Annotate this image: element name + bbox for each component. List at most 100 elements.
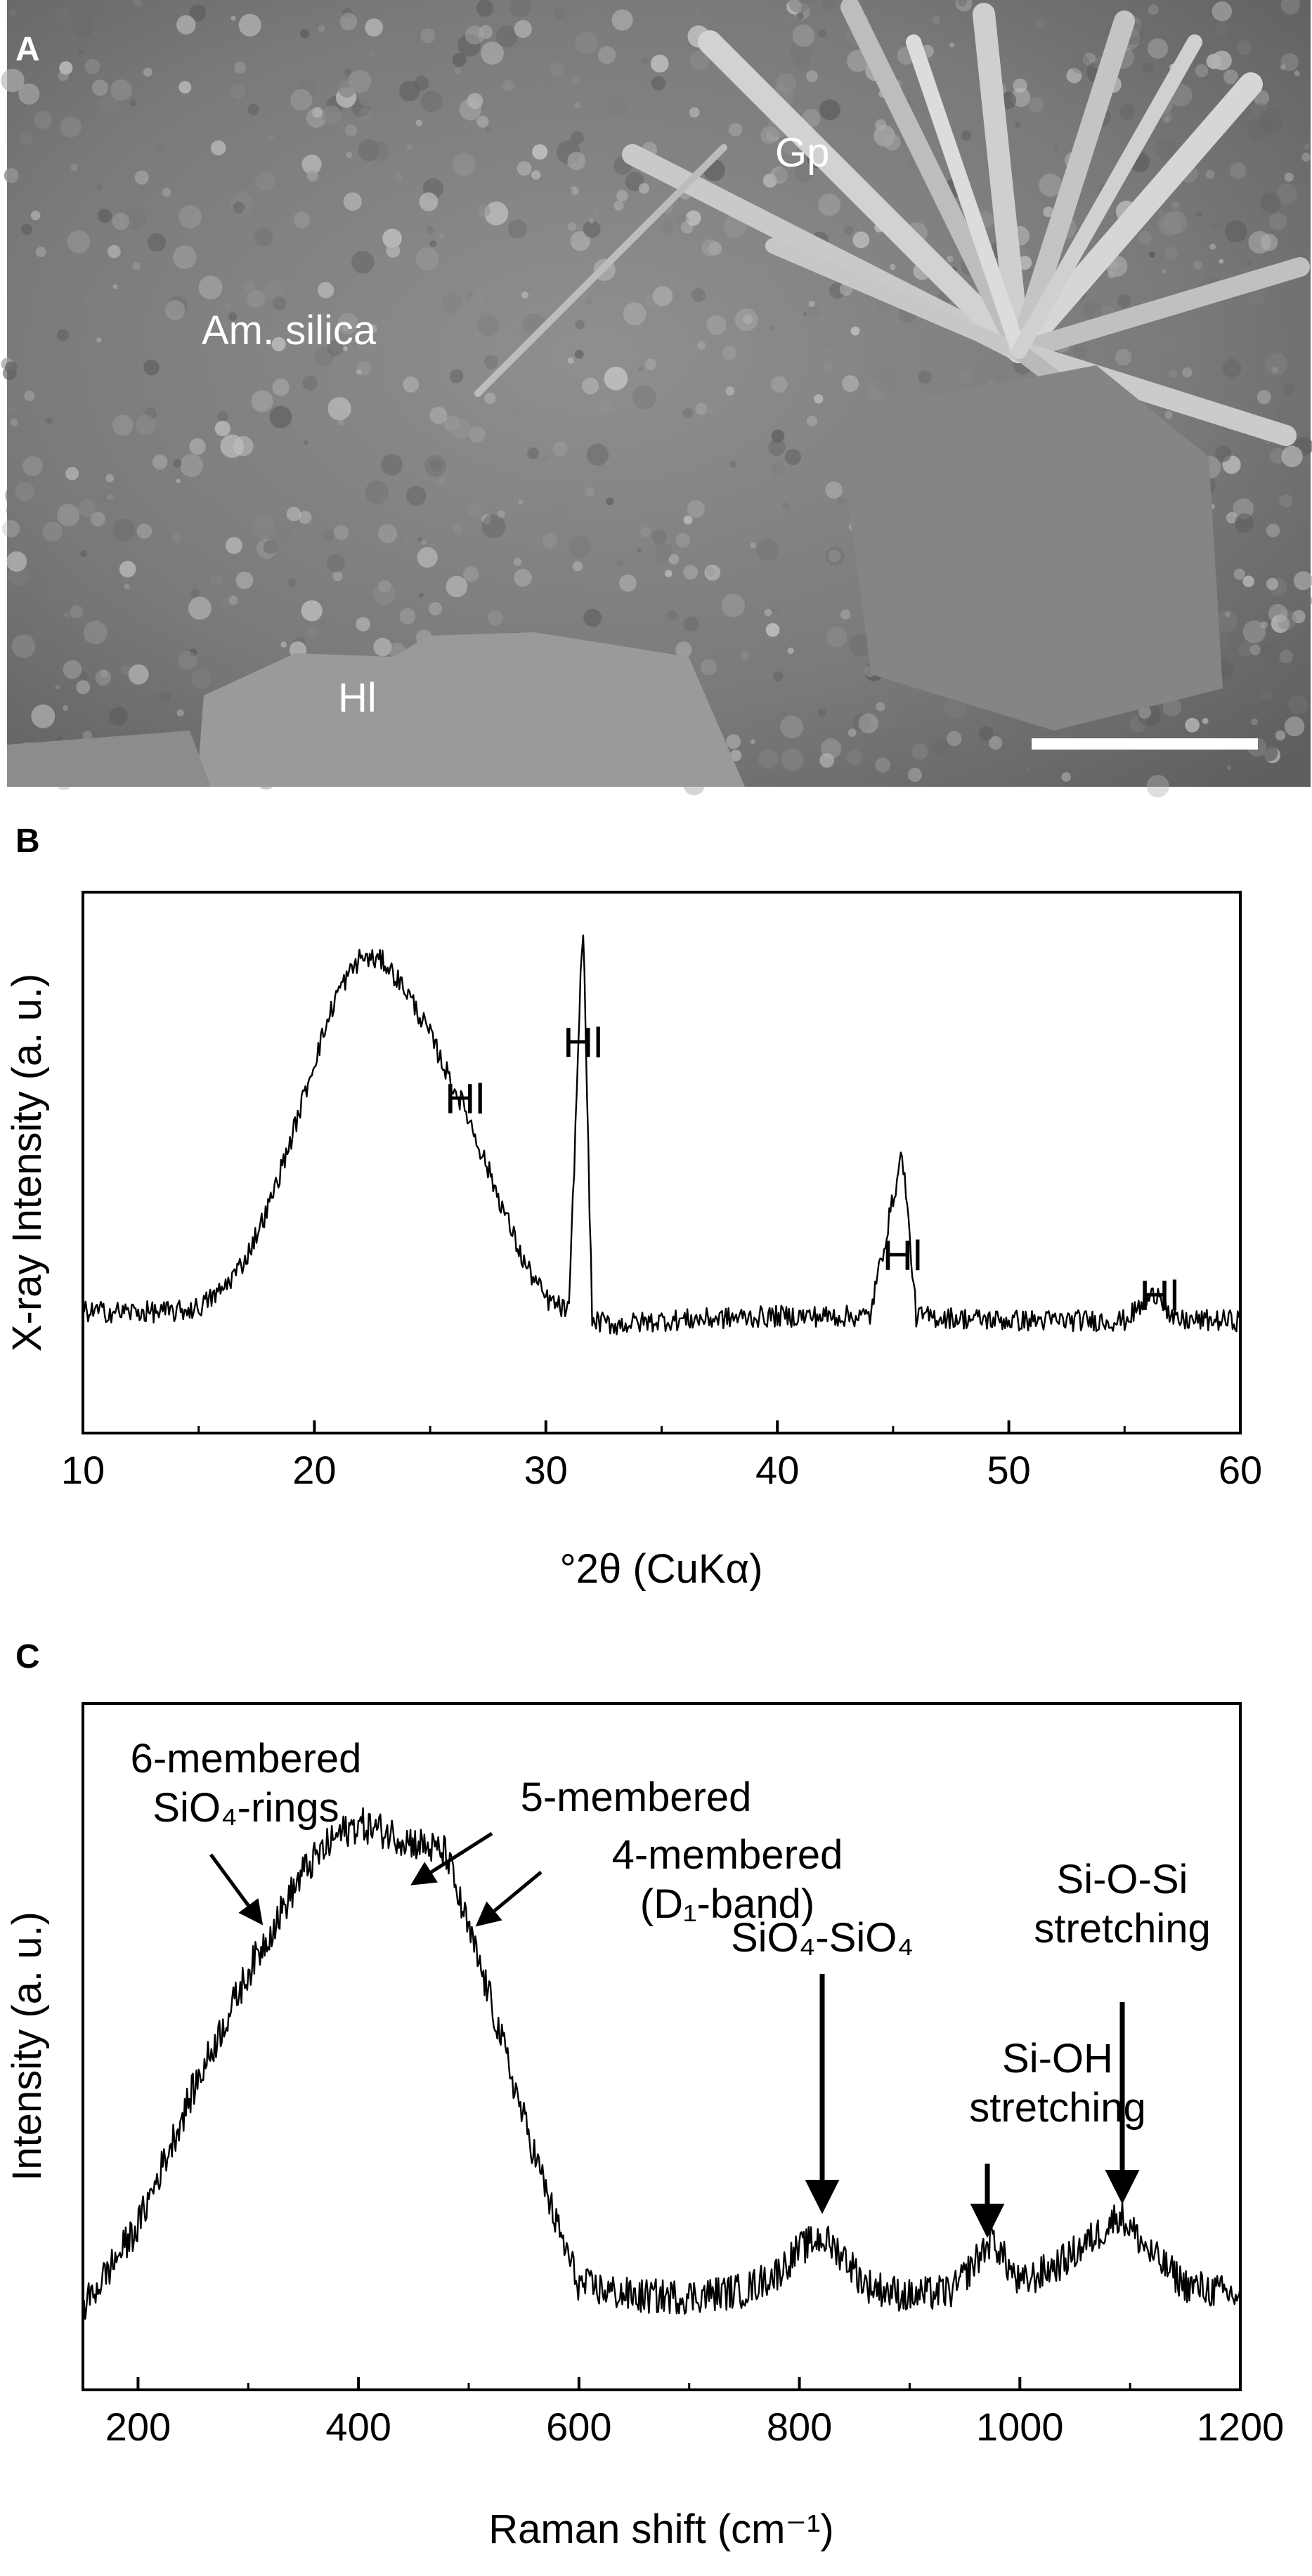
sem-particle (1, 68, 25, 93)
sem-particle (78, 48, 84, 55)
sem-particle (1260, 621, 1268, 629)
sem-particle (1229, 162, 1247, 179)
sem-particle (394, 172, 403, 181)
sem-particle (378, 580, 391, 593)
sem-particle (1219, 259, 1224, 264)
sem-particle (651, 76, 666, 91)
raman-band-label: SiO₄-SiO₄ (731, 1915, 914, 1961)
sem-particle (571, 75, 580, 86)
sem-particle (776, 72, 796, 93)
sem-particle (251, 390, 273, 412)
sem-particle (57, 504, 80, 527)
sem-particle (430, 542, 435, 548)
sem-particle (826, 627, 847, 648)
sem-particle (238, 13, 261, 37)
sem-particle (518, 499, 524, 505)
raman-band-label: Si-O-Si (1057, 1857, 1188, 1902)
sem-particle (230, 15, 236, 21)
sem-particle (164, 300, 186, 320)
sem-particle (128, 664, 149, 685)
panel-c-letter: C (15, 1638, 40, 1675)
sem-particle (764, 608, 772, 617)
raman-y-axis-label: Intensity (a. u.) (4, 1911, 50, 2181)
sem-particle (332, 570, 343, 582)
sem-particle (306, 170, 318, 182)
sem-particle (808, 301, 815, 308)
sem-particle (907, 767, 922, 783)
x-tick-label: 60 (1219, 1448, 1262, 1492)
sem-particle (1212, 220, 1222, 230)
sem-particle (675, 641, 692, 658)
sem-particle (814, 394, 824, 404)
sem-particle (844, 225, 854, 235)
sem-particle (632, 385, 656, 410)
sem-particle (1276, 610, 1297, 630)
panel-b: B 10 20 30 40 50 60 Hl Hl Hl Hl X-ray Intensity … (4, 823, 1262, 1592)
sem-particle (46, 417, 53, 424)
sem-particle (454, 67, 462, 74)
sem-particle (517, 161, 532, 176)
xrd-plot-frame (82, 891, 1242, 1434)
sem-particle (514, 20, 532, 38)
sem-particle (1294, 571, 1312, 591)
sem-particle (549, 502, 568, 521)
raman-x-axis-label: Raman shift (cm⁻¹) (488, 2506, 833, 2552)
sem-particle (100, 669, 108, 678)
sem-particle (675, 214, 689, 228)
sem-particle (287, 578, 297, 587)
sem-particle (781, 14, 793, 26)
sem-particle (806, 70, 818, 83)
sem-particle (1164, 410, 1173, 419)
sem-particle (567, 152, 586, 171)
sem-particle (255, 171, 275, 191)
sem-particle (606, 461, 611, 466)
sem-particle (269, 405, 292, 429)
sem-particle (467, 503, 482, 517)
sem-particle (1015, 122, 1021, 129)
sem-particle (188, 596, 212, 620)
sem-particle (327, 144, 339, 156)
sem-particle (876, 702, 885, 712)
sem-particle (80, 550, 87, 558)
sem-particle (846, 750, 862, 766)
sem-particle (300, 29, 310, 39)
sem-particle (112, 414, 134, 436)
sem-particle (1223, 69, 1238, 84)
sem-particle (769, 325, 775, 331)
sem-particle (56, 7, 70, 22)
sem-particle (4, 168, 19, 183)
sem-particle (373, 582, 396, 605)
halite-label: Hl (338, 675, 377, 721)
sem-particle (429, 240, 437, 247)
sem-particle (262, 280, 283, 301)
sem-particle (652, 286, 673, 306)
sem-particle (110, 79, 132, 101)
sem-particle (1242, 620, 1266, 643)
sem-particle (847, 728, 857, 737)
sem-particle (452, 153, 476, 176)
sem-particle (263, 540, 278, 554)
sem-particle (1147, 38, 1169, 59)
sem-particle (8, 9, 17, 18)
sem-particle (417, 537, 423, 542)
sem-particle (1013, 78, 1027, 93)
sem-particle (15, 482, 35, 502)
sem-particle (961, 130, 972, 140)
sem-particle (1268, 212, 1287, 230)
sem-particle (852, 713, 871, 731)
sem-particle (1019, 247, 1031, 259)
sem-particle (989, 735, 1003, 750)
xrd-x-axis-label: °2θ (CuKα) (560, 1546, 763, 1592)
sem-particle (351, 250, 375, 274)
sem-particle (509, 0, 532, 18)
sem-particle (1202, 718, 1209, 724)
sem-particle (531, 170, 541, 180)
sem-particle (219, 597, 230, 608)
sem-particle (63, 611, 71, 618)
sem-particle (356, 361, 371, 376)
sem-particle (417, 547, 438, 568)
sem-particle (1303, 596, 1312, 606)
sem-particle (575, 320, 585, 329)
sem-particle (452, 524, 462, 535)
sem-particle (21, 223, 32, 235)
